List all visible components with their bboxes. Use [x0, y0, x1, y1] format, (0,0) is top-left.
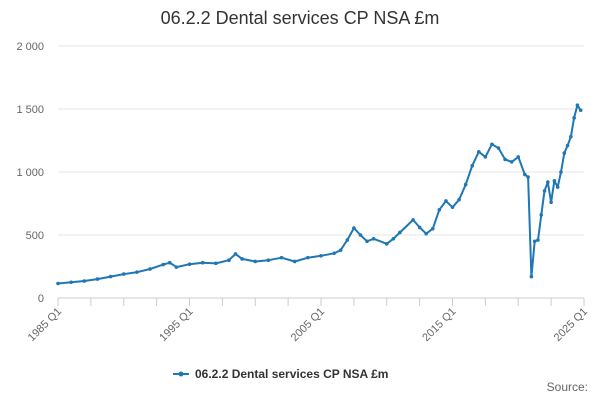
data-point	[559, 170, 563, 174]
data-point	[523, 172, 527, 177]
data-point	[338, 248, 343, 252]
data-point	[240, 257, 244, 261]
data-point	[565, 143, 570, 148]
data-point	[148, 267, 152, 271]
data-point	[552, 179, 557, 183]
data-point	[572, 116, 576, 120]
data-point	[555, 185, 560, 189]
data-point	[437, 208, 442, 212]
data-point	[444, 199, 448, 203]
legend-label: 06.2.2 Dental services CP NSA £m	[195, 367, 388, 381]
data-point	[200, 260, 205, 265]
data-point	[95, 277, 100, 281]
data-point	[82, 279, 87, 283]
y-tick-label: 1 500	[16, 104, 44, 116]
data-point	[430, 226, 435, 231]
data-point	[398, 230, 402, 235]
data-point	[371, 236, 376, 241]
data-point	[424, 231, 429, 236]
data-point	[292, 259, 297, 264]
data-point	[345, 238, 350, 242]
data-point	[358, 233, 363, 237]
data-point	[108, 274, 113, 279]
data-point	[516, 155, 521, 159]
data-point	[463, 182, 468, 187]
y-tick-label: 0	[38, 293, 44, 305]
data-point	[532, 239, 537, 244]
data-point	[279, 255, 284, 260]
x-tick-label: 2015 Q1	[420, 306, 458, 344]
x-tick-label: 1995 Q1	[157, 306, 195, 344]
data-point	[56, 281, 60, 286]
data-point	[411, 218, 415, 222]
data-point	[121, 272, 126, 276]
data-point	[483, 155, 488, 159]
y-tick-label: 1 000	[16, 167, 44, 179]
data-point	[526, 175, 530, 179]
data-point	[457, 197, 461, 202]
data-point	[546, 180, 550, 184]
data-point	[214, 261, 218, 266]
data-point	[391, 236, 396, 241]
data-point	[161, 262, 165, 267]
data-point	[503, 157, 507, 162]
data-point	[529, 274, 534, 279]
x-tick-label: 1985 Q1	[26, 306, 64, 344]
data-point	[490, 142, 494, 147]
data-point	[319, 253, 323, 258]
data-point	[470, 163, 475, 168]
data-point	[332, 251, 336, 256]
source-label: Source:	[546, 380, 588, 394]
data-point	[167, 260, 172, 265]
data-point	[578, 108, 583, 113]
chart-title: 06.2.2 Dental services CP NSA £m	[160, 8, 440, 28]
data-point	[542, 189, 547, 193]
data-point	[306, 255, 310, 260]
data-point	[266, 258, 271, 263]
data-point	[227, 258, 231, 263]
data-point	[509, 160, 514, 164]
x-tick-label: 2025 Q1	[552, 306, 590, 344]
data-point	[253, 259, 258, 264]
data-point	[549, 200, 553, 205]
data-point	[450, 205, 455, 210]
data-point	[352, 226, 356, 230]
data-point	[575, 103, 580, 108]
data-point	[496, 146, 501, 150]
data-point	[569, 134, 573, 139]
data-point	[477, 150, 481, 154]
data-point	[536, 238, 540, 242]
data-point	[539, 213, 544, 217]
data-point	[233, 252, 238, 256]
data-point	[384, 242, 389, 246]
data-point	[174, 265, 179, 269]
data-point	[365, 239, 369, 244]
data-point	[562, 151, 567, 155]
data-point	[135, 270, 139, 274]
series-line	[57, 104, 582, 285]
legend-marker	[178, 371, 184, 377]
y-tick-label: 500	[26, 230, 44, 242]
x-tick-label: 2005 Q1	[289, 306, 327, 344]
data-point	[187, 262, 192, 267]
data-point	[417, 225, 422, 230]
data-point	[69, 280, 73, 285]
y-tick-label: 2 000	[16, 41, 44, 53]
